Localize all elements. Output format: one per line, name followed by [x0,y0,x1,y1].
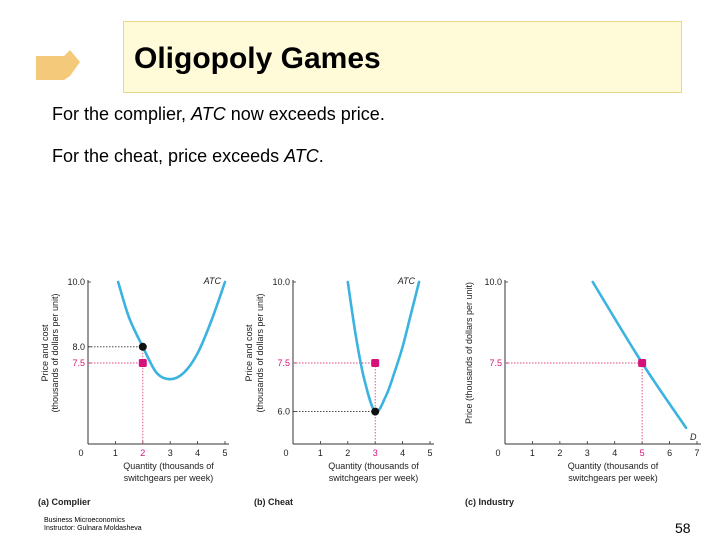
y-tick-label: 7.5 [489,358,502,368]
y-axis-label-sub: (thousands of dollars per unit) [255,293,265,412]
statement-cheat-suffix: . [318,146,324,166]
panel-label: (c) Industry [465,497,514,507]
statement-cheat-prefix: For the cheat, price exceeds [52,146,285,166]
x-tick-label: 3 [373,448,378,458]
x-tick-label: 4 [195,448,200,458]
x-tick-label: 3 [168,448,173,458]
x-tick-label: 4 [400,448,405,458]
x-tick-label: 2 [140,448,145,458]
y-tick-label: 8.0 [72,342,85,352]
y-axis-label-sub: (thousands of dollars per unit) [50,293,60,412]
statement-complier: For the complier, ATC now exceeds price. [52,104,385,125]
footer: Business Microeconomics Instructor: Guln… [44,517,142,533]
x-axis-label: Quantity (thousands of [328,461,419,471]
x-tick-label: 5 [427,448,432,458]
data-point-cost [371,407,380,416]
statement-complier-suffix: now exceeds price. [225,104,385,124]
panel-label: (a) Complier [38,497,91,507]
statement-complier-prefix: For the complier, [52,104,192,124]
x-tick-label: 1 [113,448,118,458]
series-line-d [591,280,688,430]
x-tick-label: 4 [612,448,617,458]
slide-title: Oligopoly Games [134,42,381,75]
y-tick-label: 10.0 [484,277,502,287]
origin-label: 0 [78,448,83,458]
x-tick-label: 5 [640,448,645,458]
y-tick-label: 7.5 [72,358,85,368]
chart-panel-1 [87,280,229,445]
statement-complier-atc: ATC [191,104,226,124]
origin-label: 0 [495,448,500,458]
x-tick-label: 1 [318,448,323,458]
statement-cheat: For the cheat, price exceeds ATC. [52,146,324,167]
footer-course: Business Microeconomics [44,517,125,524]
y-axis-label: Price and cost [40,324,50,382]
series-line-atc [116,280,227,381]
y-tick-label: 10.0 [67,277,85,287]
y-tick-label: 7.5 [277,358,290,368]
panel-label: (b) Cheat [254,497,293,507]
y-axis-label: Price (thousands of dollars per unit) [464,282,474,424]
y-axis-label: Price and cost [244,324,254,382]
x-tick-label: 2 [557,448,562,458]
data-point-price [371,359,380,367]
x-axis-label: Quantity (thousands of [123,461,214,471]
x-tick-label: 2 [345,448,350,458]
series-line-atc [346,280,421,414]
x-tick-label: 5 [222,448,227,458]
series-label: D [690,432,697,442]
x-axis-label-sub: switchgears per week) [329,473,419,483]
data-point-price [638,359,647,367]
x-tick-label: 6 [667,448,672,458]
series-label: ATC [203,276,222,286]
x-tick-label: 7 [694,448,699,458]
page-number: 58 [675,520,691,536]
series-label: ATC [397,276,416,286]
statement-cheat-atc: ATC [284,146,319,166]
x-axis-label-sub: switchgears per week) [124,473,214,483]
chart-panel-3 [504,280,701,445]
x-tick-label: 3 [585,448,590,458]
y-tick-label: 10.0 [272,277,290,287]
x-axis-label: Quantity (thousands of [568,461,659,471]
footer-instructor: Instructor: Gulnara Moldasheva [44,525,142,532]
x-axis-label-sub: switchgears per week) [568,473,658,483]
origin-label: 0 [283,448,288,458]
data-point-cost [138,342,147,351]
chart-panel-2 [292,280,434,445]
y-tick-label: 6.0 [277,407,290,417]
x-tick-label: 1 [530,448,535,458]
data-point-price [138,359,147,367]
title-box: Oligopoly Games [123,21,682,93]
